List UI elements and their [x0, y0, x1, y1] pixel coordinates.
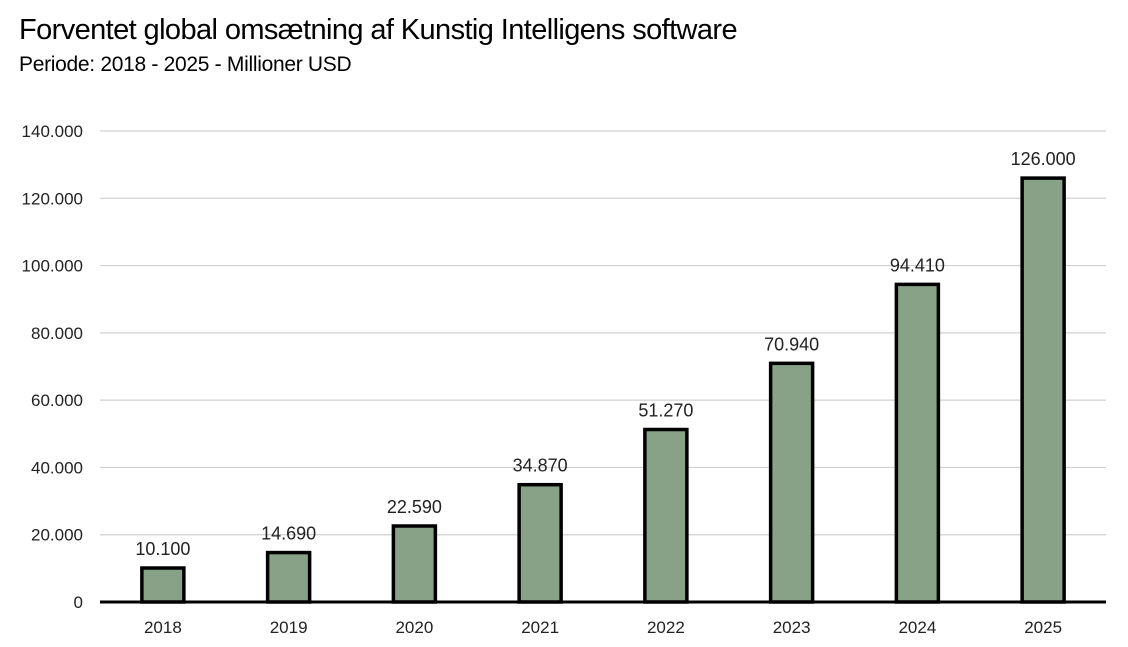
- y-tick-label: 100.000: [22, 257, 83, 276]
- bar-2022: [643, 427, 689, 604]
- bar-2020: [391, 524, 438, 604]
- x-tick-label: 2025: [1024, 618, 1062, 637]
- data-label-2025: 126.000: [1011, 149, 1076, 169]
- gridlines: [100, 130, 1106, 536]
- data-labels: 10.100 14.690 22.590 34.870 51.270 70.940 94.4…: [135, 149, 1075, 559]
- bar-2025: [1020, 176, 1066, 604]
- bar-2023: [768, 361, 815, 604]
- x-axis-ticks: 2018 2019 2020 2021 2022 2023 2024 2025: [144, 618, 1062, 637]
- x-tick-label: 2021: [521, 618, 559, 637]
- data-label-2021: 34.870: [513, 456, 568, 476]
- x-tick-label: 2018: [144, 618, 182, 637]
- data-label-2022: 51.270: [638, 401, 693, 421]
- bar-2024: [894, 282, 941, 604]
- bar-2018: [140, 566, 186, 604]
- data-label-2024: 94.410: [890, 255, 945, 275]
- y-axis-ticks: 0 20.000 40.000 60.000 80.000 100.000 120.000 1…: [22, 122, 83, 612]
- bar-2021: [517, 482, 563, 604]
- chart-title: Forventet global omsætning af Kunstig In…: [19, 14, 738, 46]
- y-tick-label: 120.000: [22, 189, 83, 208]
- y-tick-label: 0: [74, 593, 83, 612]
- chart-subtitle: Periode: 2018 - 2025 - Millioner USD: [19, 53, 352, 76]
- data-label-2019: 14.690: [261, 524, 316, 544]
- x-tick-label: 2023: [773, 618, 811, 637]
- y-tick-label: 60.000: [31, 391, 83, 410]
- data-label-2018: 10.100: [135, 539, 190, 559]
- y-tick-label: 20.000: [31, 526, 83, 545]
- y-tick-label: 40.000: [31, 458, 83, 477]
- data-label-2023: 70.940: [764, 334, 819, 354]
- x-tick-label: 2020: [395, 618, 433, 637]
- y-tick-label: 140.000: [22, 122, 83, 141]
- x-tick-label: 2024: [898, 618, 936, 637]
- bar-2019: [265, 550, 312, 604]
- data-label-2020: 22.590: [387, 497, 442, 517]
- x-tick-label: 2019: [270, 618, 308, 637]
- y-tick-label: 80.000: [31, 324, 83, 343]
- bars: [140, 176, 1066, 604]
- x-tick-label: 2022: [647, 618, 685, 637]
